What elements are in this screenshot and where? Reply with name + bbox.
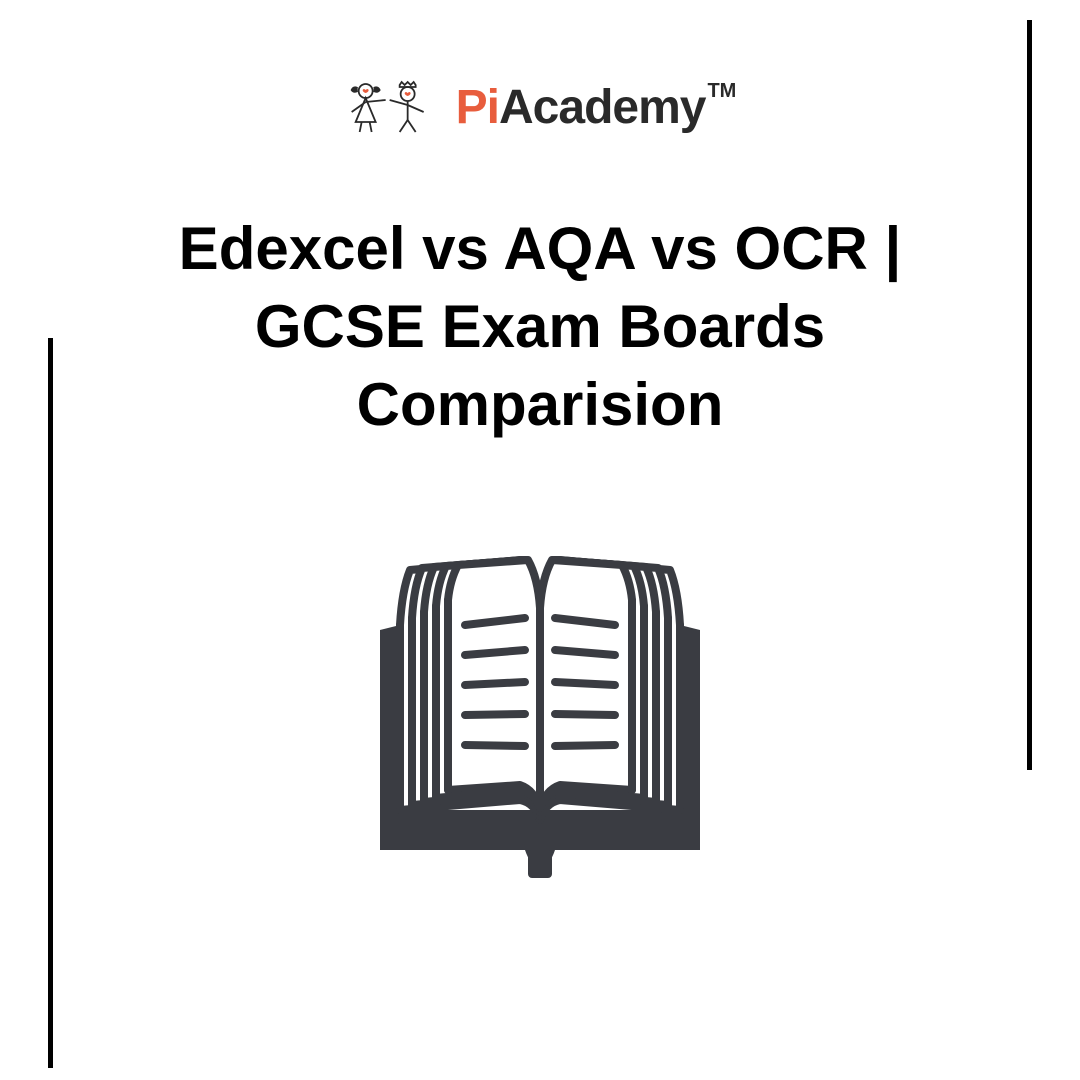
logo-figures-icon: [344, 80, 444, 135]
logo-tm-text: TM: [707, 80, 736, 102]
left-vertical-border: [48, 338, 53, 1068]
logo-pi-text: Pi: [456, 81, 499, 134]
right-vertical-border: [1027, 20, 1032, 770]
logo-text: PiAcademyTM: [456, 80, 737, 135]
logo: PiAcademyTM: [344, 80, 737, 135]
logo-academy-text: Academy: [499, 81, 705, 134]
main-heading: Edexcel vs AQA vs OCR | GCSE Exam Boards…: [130, 210, 950, 444]
open-book-icon: [340, 530, 740, 915]
